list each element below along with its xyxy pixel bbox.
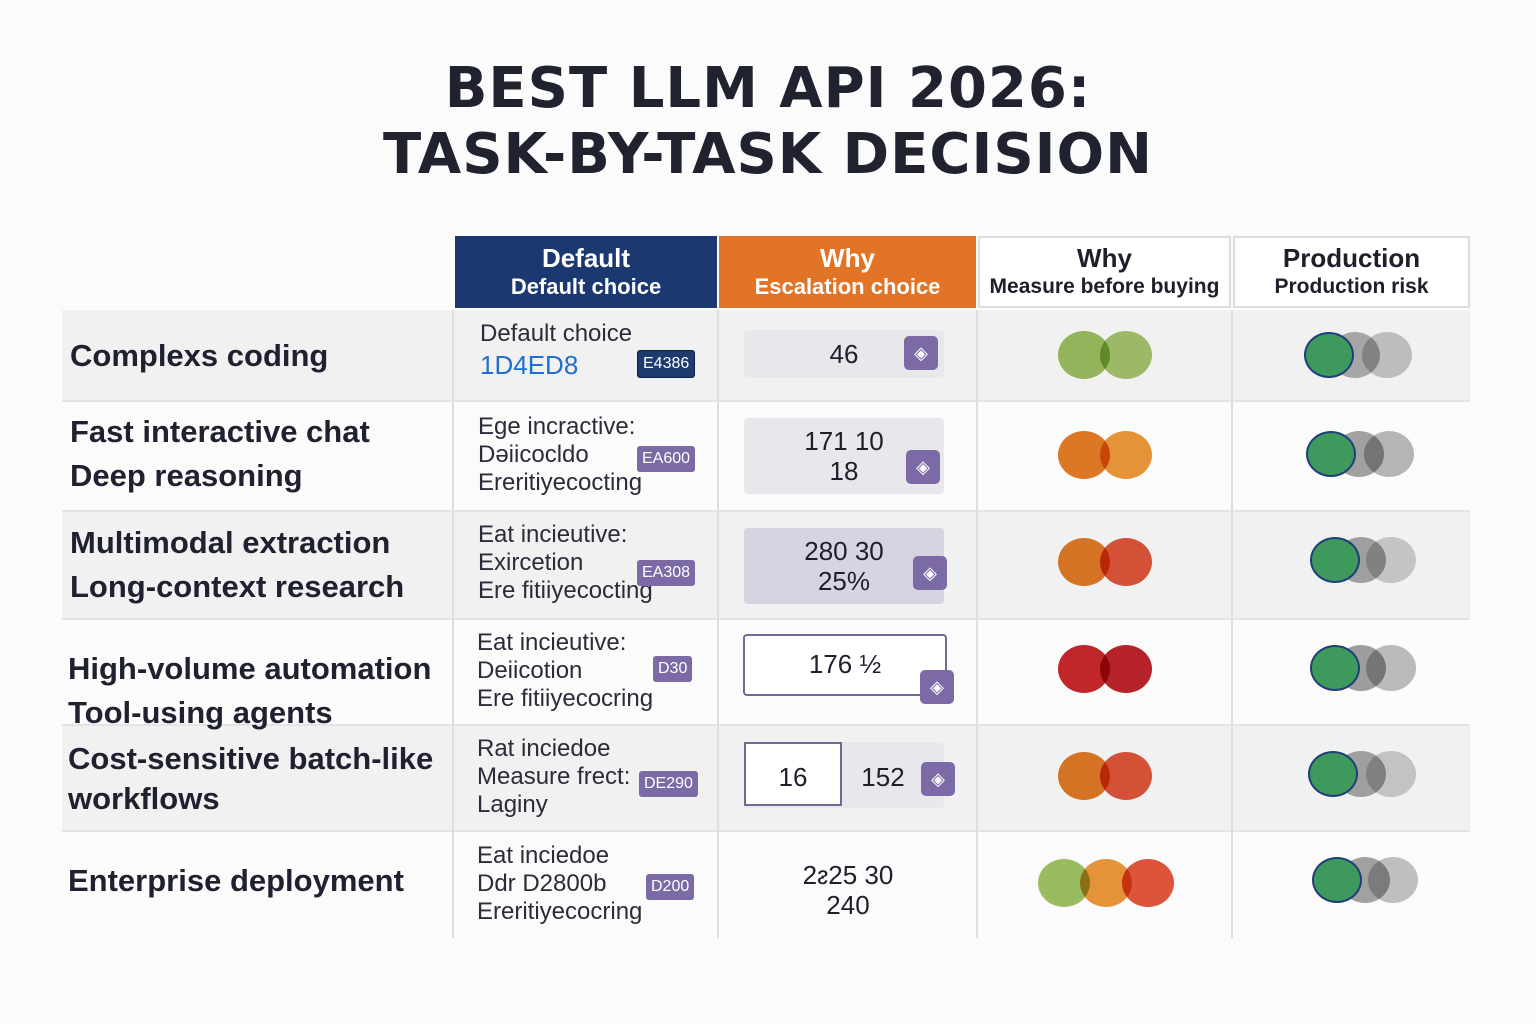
gem-icon: ◈ (904, 336, 938, 370)
default-choice-cell: Eat incieutive: Exircetion Ere fitiiyeco… (478, 521, 653, 604)
default-choice-cell: Eat inciedoe Ddr D2800b Ereritiyecocring (477, 842, 643, 925)
table-row (62, 402, 1470, 512)
escalation-value-box: 280 30 25% (744, 528, 944, 604)
gem-icon: ◈ (913, 556, 947, 590)
gem-icon: ◈ (920, 670, 954, 704)
default-choice-cell: Eat incieutive: Deiicotion Ere fitiiyeco… (477, 629, 654, 712)
default-choice-cell: Default choice 1D4ED8 (480, 320, 633, 380)
task-label: Cost-sensitive batch-like workflows (68, 741, 434, 816)
escalation-value-box: 16 152 (744, 742, 944, 808)
column-divider (717, 310, 719, 938)
escalation-value: 2ᴤ25 30 240 (802, 860, 894, 920)
gem-icon: ◈ (906, 450, 940, 484)
task-label: High-volume automation Tool-using agents (68, 651, 432, 730)
column-divider (452, 310, 454, 938)
gem-icon: ◈ (921, 762, 955, 796)
default-choice-cell: Ege incractive: Dәiicocldo Ereritiyecoct… (478, 413, 643, 496)
model-badge: DE290 (639, 771, 698, 797)
column-divider (1231, 310, 1233, 938)
default-choice-cell: Rat inciedoe Measure frect: Laginy (477, 735, 631, 818)
escalation-value-box: 176 ½ (743, 634, 947, 696)
title-line-2: TASK-BY-TASK DECISION (383, 122, 1153, 187)
header-production-risk: Production Production risk (1233, 236, 1470, 308)
title-line-1: BEST LLM API 2026: (444, 56, 1092, 121)
header-measure-before-buying: Why Measure before buying (978, 236, 1231, 308)
column-divider (976, 310, 978, 938)
model-badge: D30 (653, 656, 693, 682)
header-escalation-choice: Why Escalation choice (719, 236, 976, 308)
model-badge: EA308 (637, 560, 696, 586)
model-badge: E4386 (637, 350, 696, 378)
page-title: BEST LLM API 2026: TASK-BY-TASK DECISION (0, 56, 1536, 188)
table-row (62, 620, 1470, 726)
model-badge: D200 (646, 874, 695, 900)
task-label: Enterprise deployment (68, 863, 404, 898)
model-badge: EA600 (637, 446, 696, 472)
task-label: Complexs coding (70, 338, 329, 373)
task-label: Multimodal extraction Long-context resea… (70, 525, 405, 604)
header-default-choice: Default Default choice (455, 236, 717, 308)
task-label: Fast interactive chat Deep reasoning (70, 414, 370, 493)
